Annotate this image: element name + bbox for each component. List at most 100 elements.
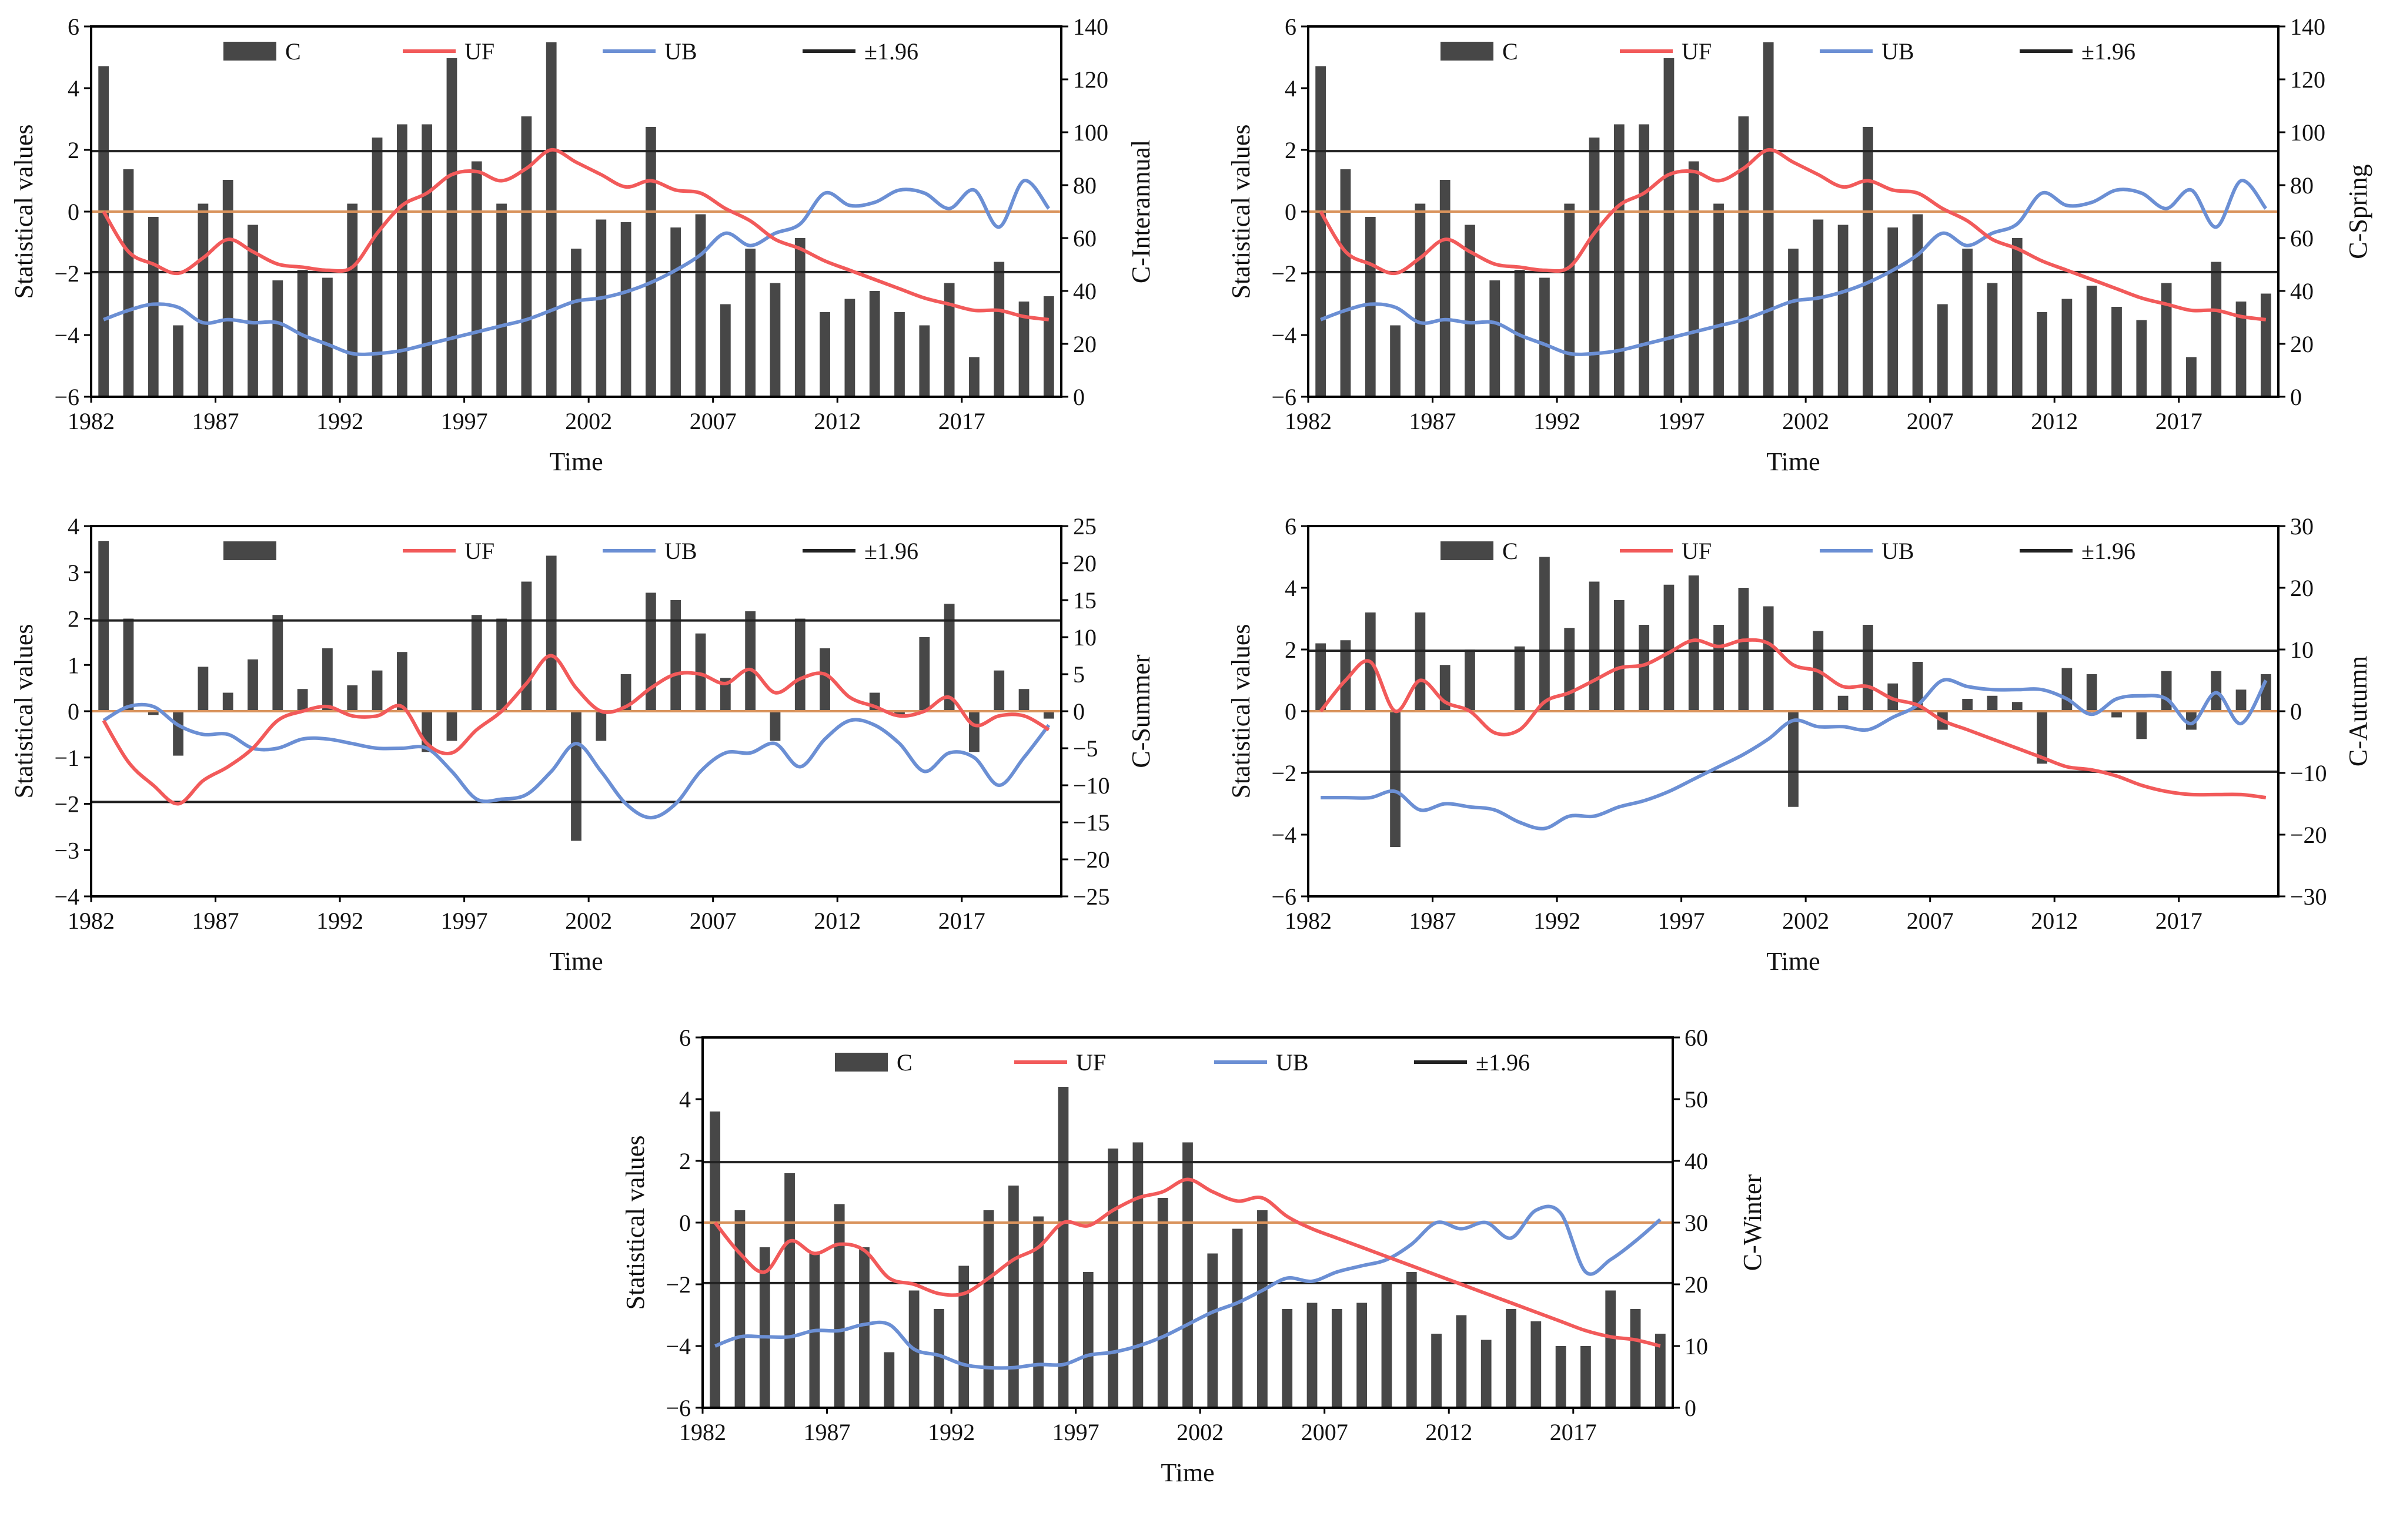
bar-c-1997 bbox=[471, 161, 482, 397]
bar-c-2010 bbox=[794, 618, 806, 711]
y2-tick-label: 20 bbox=[1685, 1271, 1708, 1298]
bar-c-1983 bbox=[123, 169, 134, 397]
bar-c-1991 bbox=[1539, 557, 1550, 711]
x-tick-label: 1997 bbox=[1052, 1419, 1099, 1445]
bar-c-1983 bbox=[1340, 169, 1351, 397]
y-tick-label: −3 bbox=[54, 837, 79, 863]
y2-tick-label: 20 bbox=[1073, 331, 1097, 357]
legend-ub-label: UB bbox=[664, 538, 697, 564]
y2-tick-label: 15 bbox=[1073, 587, 1097, 614]
x-tick-label: 2017 bbox=[938, 908, 985, 934]
bar-c-1991 bbox=[934, 1309, 944, 1408]
bar-c-1997 bbox=[471, 615, 482, 711]
bar-c-1987 bbox=[222, 180, 233, 397]
bar-c-1994 bbox=[1008, 1186, 1019, 1408]
bar-c-2008 bbox=[1962, 249, 1973, 397]
x-tick-label: 1997 bbox=[1658, 408, 1705, 434]
y-tick-label: 6 bbox=[1285, 513, 1296, 540]
bar-c-1985 bbox=[1390, 325, 1401, 397]
bar-c-2018 bbox=[2211, 262, 2222, 397]
y2-tick-label: 50 bbox=[1685, 1086, 1708, 1113]
bar-c-2020 bbox=[2260, 293, 2271, 397]
bar-c-1988 bbox=[248, 659, 258, 711]
bar-c-2013 bbox=[1480, 1340, 1492, 1408]
bar-c-2012 bbox=[1456, 1315, 1467, 1408]
bar-c-2001 bbox=[1182, 1142, 1193, 1408]
bar-c-2002 bbox=[1207, 1253, 1218, 1408]
bar-c-2004 bbox=[1863, 625, 1873, 711]
y2-tick-label: 10 bbox=[1073, 624, 1097, 651]
y-tick-label: 6 bbox=[1285, 14, 1296, 40]
x-tick-label: 1992 bbox=[316, 908, 363, 934]
bar-c-1990 bbox=[1514, 646, 1525, 711]
bar-c-2007 bbox=[1331, 1309, 1342, 1408]
y2-axis-title: C-Spring bbox=[2344, 164, 2372, 259]
y2-tick-label: 20 bbox=[2290, 331, 2314, 357]
bar-c-2011 bbox=[2037, 711, 2047, 764]
legend-c-swatch bbox=[223, 42, 276, 61]
bar-c-1998 bbox=[1713, 625, 1724, 711]
legend-ci-label: ±1.96 bbox=[864, 38, 918, 65]
bar-c-2005 bbox=[670, 600, 681, 711]
bar-c-1983 bbox=[123, 618, 134, 711]
bar-c-1983 bbox=[1340, 640, 1351, 711]
bar-c-2013 bbox=[2086, 286, 2097, 397]
y-tick-label: −4 bbox=[54, 883, 79, 910]
y-axis-title: Statistical values bbox=[621, 1136, 650, 1310]
bar-c-2014 bbox=[894, 312, 905, 397]
y-tick-label: −1 bbox=[54, 745, 79, 771]
bar-c-2020 bbox=[1043, 711, 1054, 719]
bar-c-1997 bbox=[1082, 1272, 1094, 1408]
bar-c-2008 bbox=[1356, 1303, 1368, 1408]
bar-c-2005 bbox=[670, 227, 681, 397]
legend-c-label: C bbox=[1502, 38, 1518, 65]
y2-tick-label: 5 bbox=[1073, 661, 1085, 688]
bar-c-1988 bbox=[1465, 650, 1475, 711]
bar-c-2007 bbox=[1937, 304, 1948, 397]
uf-line bbox=[713, 1177, 1661, 1348]
bar-c-2015 bbox=[1530, 1321, 1542, 1408]
bar-c-1998 bbox=[1713, 203, 1724, 397]
legend-ub-label: UB bbox=[1881, 38, 1914, 65]
y2-tick-label: −10 bbox=[1073, 772, 1110, 799]
chart-panel-summer: −4 −3 −2 −1 0 1 2 3 4 −25 −20 −15 −10 −5 0 5 10 15 20 25 198… bbox=[0, 500, 1176, 1029]
x-tick-label: 2017 bbox=[938, 408, 985, 434]
x-tick-label: 1992 bbox=[1533, 408, 1580, 434]
y2-tick-label: 100 bbox=[2290, 119, 2325, 146]
bar-c-2009 bbox=[1987, 283, 1998, 397]
bar-c-1982 bbox=[1315, 643, 1326, 711]
y2-tick-label: 0 bbox=[1073, 384, 1085, 410]
bar-c-1985 bbox=[173, 711, 183, 756]
bar-c-2015 bbox=[2136, 711, 2147, 739]
bar-c-1999 bbox=[521, 116, 532, 397]
y-tick-label: −4 bbox=[54, 322, 79, 349]
bar-c-2000 bbox=[1157, 1198, 1168, 1408]
x-tick-label: 2002 bbox=[1177, 1419, 1224, 1445]
x-tick-label: 2017 bbox=[2155, 408, 2202, 434]
y-axis-title: Statistical values bbox=[9, 125, 38, 299]
bar-c-2006 bbox=[695, 214, 706, 397]
y-tick-label: 4 bbox=[68, 75, 79, 102]
y-tick-label: 2 bbox=[68, 606, 79, 632]
y-tick-label: 4 bbox=[68, 513, 79, 540]
x-axis-title: Time bbox=[1766, 447, 1820, 476]
y-tick-label: −6 bbox=[1271, 384, 1296, 410]
y-tick-label: 6 bbox=[68, 14, 79, 40]
ub-line bbox=[1320, 179, 2268, 356]
y2-tick-label: 0 bbox=[2290, 384, 2302, 410]
bar-c-1993 bbox=[1589, 138, 1600, 397]
bar-c-2010 bbox=[1406, 1272, 1417, 1408]
x-tick-label: 1987 bbox=[804, 1419, 851, 1445]
bar-c-2007 bbox=[720, 304, 731, 397]
bar-c-2016 bbox=[2161, 283, 2172, 397]
bar-c-2011 bbox=[1431, 1334, 1442, 1408]
bar-c-2010 bbox=[2011, 238, 2023, 397]
bar-c-1989 bbox=[1489, 280, 1500, 397]
bar-c-2016 bbox=[2161, 671, 2172, 711]
bar-c-1992 bbox=[1564, 628, 1575, 711]
legend-c-swatch bbox=[223, 541, 276, 560]
legend-ub-label: UB bbox=[1881, 538, 1914, 564]
x-tick-label: 2002 bbox=[565, 408, 612, 434]
